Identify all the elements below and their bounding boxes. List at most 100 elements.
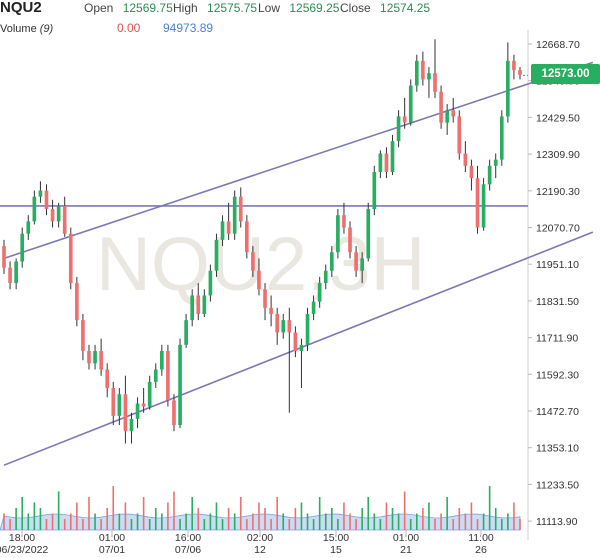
candle[interactable] bbox=[2, 239, 6, 274]
candle[interactable] bbox=[214, 233, 219, 277]
candle[interactable] bbox=[20, 227, 25, 268]
time-axis[interactable]: 18:0006/23/202201:0007/0116:0007/0602:00… bbox=[0, 530, 494, 556]
candle[interactable] bbox=[378, 150, 383, 179]
candle[interactable] bbox=[372, 165, 377, 216]
candle[interactable] bbox=[38, 181, 43, 203]
candle[interactable] bbox=[81, 313, 85, 361]
candle[interactable] bbox=[323, 264, 328, 290]
candle[interactable] bbox=[251, 246, 255, 277]
candle[interactable] bbox=[75, 276, 79, 327]
candle[interactable] bbox=[506, 42, 510, 123]
candle[interactable] bbox=[354, 246, 358, 277]
candle[interactable] bbox=[433, 39, 437, 98]
date-tick-time: 18:00 bbox=[9, 532, 35, 544]
candle[interactable] bbox=[14, 258, 18, 290]
candle[interactable] bbox=[269, 295, 273, 327]
channel-lower-line[interactable] bbox=[3, 231, 594, 466]
candle[interactable] bbox=[311, 295, 316, 321]
candle[interactable] bbox=[99, 338, 103, 376]
candle[interactable] bbox=[238, 187, 243, 228]
candle[interactable] bbox=[408, 79, 413, 126]
candle[interactable] bbox=[50, 199, 55, 228]
candle[interactable] bbox=[305, 307, 310, 351]
trendlines[interactable] bbox=[0, 61, 594, 466]
candle[interactable] bbox=[232, 190, 237, 240]
candle[interactable] bbox=[390, 134, 395, 176]
candle-body bbox=[251, 252, 255, 271]
candle[interactable] bbox=[317, 276, 322, 308]
candle[interactable] bbox=[87, 344, 91, 370]
candle[interactable] bbox=[123, 375, 128, 444]
candle[interactable] bbox=[414, 54, 419, 92]
candle[interactable] bbox=[481, 178, 486, 231]
candle[interactable] bbox=[512, 54, 516, 80]
candle[interactable] bbox=[178, 338, 182, 429]
candle[interactable] bbox=[56, 202, 61, 228]
candle[interactable] bbox=[32, 190, 37, 225]
candle[interactable] bbox=[105, 363, 110, 398]
candle[interactable] bbox=[263, 283, 267, 321]
candle[interactable] bbox=[427, 67, 431, 98]
candle[interactable] bbox=[153, 363, 158, 389]
candle[interactable] bbox=[348, 221, 352, 259]
candle[interactable] bbox=[475, 165, 480, 234]
candle[interactable] bbox=[141, 388, 146, 413]
candle[interactable] bbox=[342, 202, 346, 234]
candle-body bbox=[117, 394, 122, 416]
candle[interactable] bbox=[487, 159, 492, 191]
candles[interactable] bbox=[2, 39, 522, 444]
candle[interactable] bbox=[190, 289, 195, 327]
candle[interactable] bbox=[396, 110, 401, 148]
candle[interactable] bbox=[275, 307, 279, 345]
candle[interactable] bbox=[129, 412, 134, 444]
candle[interactable] bbox=[160, 344, 164, 376]
candle[interactable] bbox=[384, 147, 389, 179]
channel-upper-line[interactable] bbox=[3, 61, 594, 260]
candle[interactable] bbox=[166, 344, 170, 407]
candle[interactable] bbox=[245, 215, 249, 259]
candle[interactable] bbox=[493, 153, 498, 179]
candle[interactable] bbox=[299, 338, 304, 389]
candle[interactable] bbox=[208, 264, 213, 302]
candle[interactable] bbox=[457, 110, 462, 160]
candle[interactable] bbox=[469, 159, 474, 191]
candle[interactable] bbox=[499, 110, 504, 166]
candle[interactable] bbox=[68, 227, 73, 290]
open-value: 12569.75 bbox=[122, 1, 173, 15]
candle[interactable] bbox=[293, 326, 298, 358]
candle[interactable] bbox=[360, 252, 364, 284]
candle[interactable] bbox=[257, 258, 261, 296]
volume-average-area bbox=[0, 513, 521, 531]
candle[interactable] bbox=[451, 97, 456, 123]
candle[interactable] bbox=[329, 246, 334, 277]
candle[interactable] bbox=[184, 313, 188, 348]
candle[interactable] bbox=[111, 381, 116, 426]
candle[interactable] bbox=[281, 313, 286, 339]
candle[interactable] bbox=[202, 289, 207, 318]
candle[interactable] bbox=[439, 85, 443, 129]
price-axis[interactable]: 12668.7012549.0012429.5012309.9012190.30… bbox=[528, 39, 580, 528]
candle[interactable] bbox=[463, 141, 468, 172]
date-tick-date: 06/23/2022 bbox=[0, 544, 48, 556]
candle[interactable] bbox=[8, 261, 12, 290]
candle[interactable] bbox=[226, 202, 231, 240]
candle[interactable] bbox=[518, 67, 522, 80]
candle[interactable] bbox=[93, 344, 97, 370]
candle[interactable] bbox=[220, 215, 225, 247]
candle[interactable] bbox=[402, 97, 407, 129]
last-price-badge: 12573.00 bbox=[531, 64, 600, 84]
candle[interactable] bbox=[336, 209, 340, 259]
candle[interactable] bbox=[147, 375, 152, 410]
candle[interactable] bbox=[287, 307, 292, 413]
candle[interactable] bbox=[421, 51, 425, 86]
candle[interactable] bbox=[135, 397, 140, 429]
candle[interactable] bbox=[62, 196, 67, 237]
candle[interactable] bbox=[196, 283, 201, 321]
candle[interactable] bbox=[26, 215, 31, 240]
candle[interactable] bbox=[366, 202, 371, 262]
candle[interactable] bbox=[44, 184, 49, 216]
candle[interactable] bbox=[445, 104, 449, 135]
candle[interactable] bbox=[172, 394, 176, 432]
candle[interactable] bbox=[117, 388, 122, 426]
